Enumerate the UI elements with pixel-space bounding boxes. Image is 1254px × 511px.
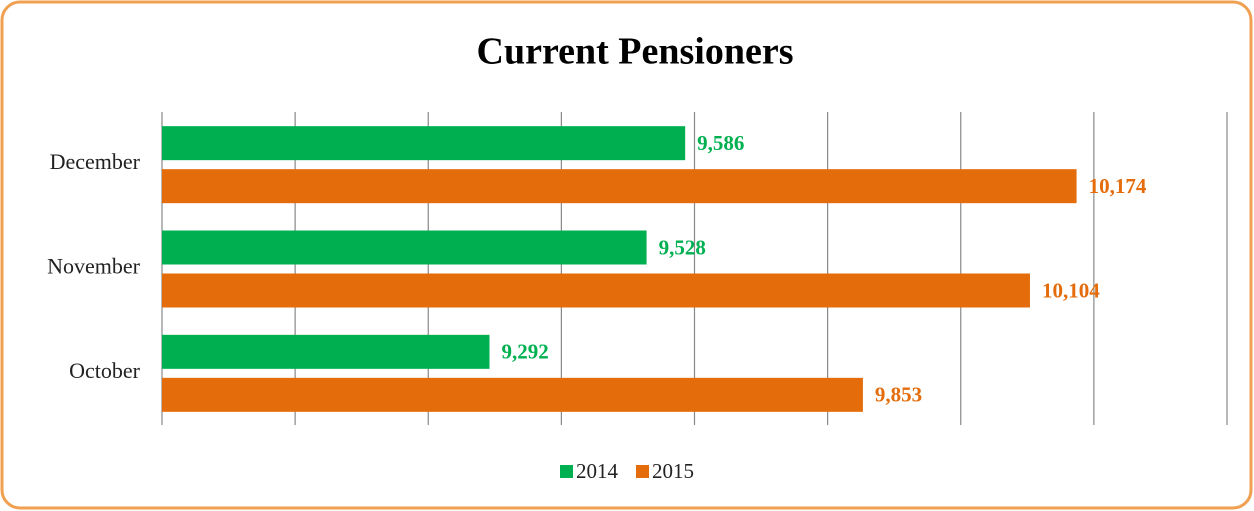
y-tick-label: December [50, 149, 141, 174]
legend-label: 2015 [652, 459, 694, 483]
data-label: 10,174 [1089, 174, 1147, 198]
data-label: 9,292 [501, 340, 548, 364]
legend-swatch [560, 465, 573, 478]
bar [162, 377, 863, 412]
bar [162, 169, 1077, 204]
bar [162, 230, 647, 265]
data-label: 10,104 [1042, 278, 1100, 302]
chart-title: Current Pensioners [477, 31, 794, 73]
bar [162, 273, 1030, 308]
y-tick-label: October [69, 358, 141, 383]
y-tick-label: November [47, 254, 141, 279]
data-label: 9,586 [697, 131, 744, 155]
bar [162, 126, 686, 161]
legend-swatch [636, 465, 649, 478]
bar [162, 334, 490, 369]
data-label: 9,853 [875, 383, 922, 407]
legend-label: 2014 [576, 459, 619, 483]
data-label: 9,528 [659, 235, 706, 259]
